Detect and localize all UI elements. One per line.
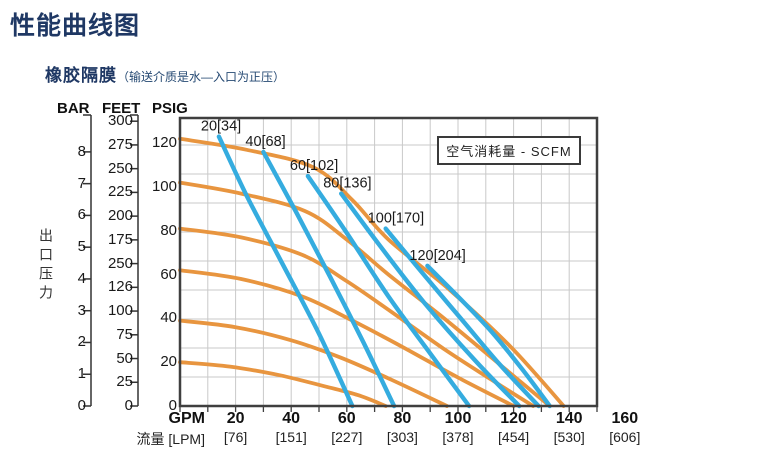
air-curve-label: 20[34] bbox=[201, 119, 241, 135]
psig-tick-label: 60 bbox=[160, 265, 177, 283]
y-axis-label: 出口压力 bbox=[38, 228, 54, 304]
x-axis-unit-gpm: GPM bbox=[168, 410, 205, 427]
lpm-tick-label: [606] bbox=[609, 429, 641, 445]
bar-tick-label: 8 bbox=[77, 142, 86, 160]
axis-header-psig: PSIG bbox=[152, 100, 188, 117]
plot-border bbox=[178, 116, 599, 408]
feet-tick-label: 75 bbox=[116, 325, 133, 343]
x-axis-unit-lpm: 流量 [LPM] bbox=[136, 431, 205, 447]
legend-air-consumption: 空气消耗量 - SCFM bbox=[437, 136, 581, 165]
feet-tick-label: 250 bbox=[107, 159, 133, 177]
feet-tick-label: 300 bbox=[107, 112, 133, 130]
air-curve-label: 60[102] bbox=[290, 158, 338, 174]
bar-tick-label: 0 bbox=[77, 397, 86, 414]
water-performance-curve bbox=[178, 318, 449, 408]
lpm-tick-label: [303] bbox=[386, 429, 418, 445]
lpm-tick-label: [454] bbox=[498, 429, 530, 445]
air-curve-label: 80[136] bbox=[323, 176, 371, 192]
water-performance-curve bbox=[178, 226, 535, 408]
gpm-tick-label: 160 bbox=[611, 410, 639, 427]
subtitle-note: （输送介质是水—入口为正压） bbox=[117, 70, 286, 84]
feet-tick-label: 250 bbox=[107, 254, 133, 272]
air-curve-label: 40[68] bbox=[245, 134, 285, 150]
bar-tick-label: 5 bbox=[77, 238, 86, 256]
gpm-tick-label: 60 bbox=[337, 410, 356, 427]
gpm-tick-label: 140 bbox=[555, 410, 583, 427]
air-consumption-curve bbox=[305, 173, 472, 409]
gpm-tick-label: 100 bbox=[444, 410, 472, 427]
feet-tick-label: 175 bbox=[107, 230, 133, 248]
gpm-tick-label: 120 bbox=[500, 410, 527, 427]
psig-tick-label: 0 bbox=[168, 397, 177, 414]
bar-tick-label: 3 bbox=[77, 301, 86, 319]
water-performance-curve bbox=[178, 360, 388, 408]
water-performance-curve bbox=[178, 136, 566, 408]
air-consumption-curve bbox=[383, 226, 541, 409]
bar-tick-label: 1 bbox=[77, 365, 86, 383]
lpm-tick-label: [76] bbox=[223, 429, 248, 445]
air-curve-label: 100[170] bbox=[368, 211, 424, 227]
gpm-tick-label: 40 bbox=[282, 410, 301, 427]
psig-tick-label: 120 bbox=[151, 134, 177, 152]
feet-tick-label: 25 bbox=[116, 373, 133, 391]
chart-subtitle: 橡胶隔膜（输送介质是水—入口为正压） bbox=[45, 61, 285, 86]
air-consumption-curve bbox=[261, 149, 397, 409]
feet-tick-label: 225 bbox=[107, 183, 133, 201]
air-consumption-curve bbox=[339, 191, 522, 409]
feet-tick-label: 200 bbox=[107, 207, 133, 225]
axis-header-bar: BAR bbox=[57, 100, 90, 117]
gpm-tick-label: 80 bbox=[393, 410, 412, 427]
axis-header-feet: FEET bbox=[102, 100, 141, 117]
bar-tick-label: 4 bbox=[77, 269, 86, 287]
air-curve-label: 120[204] bbox=[409, 248, 465, 264]
lpm-tick-label: [530] bbox=[553, 429, 585, 445]
feet-tick-label: 50 bbox=[116, 349, 133, 367]
lpm-tick-label: [227] bbox=[331, 429, 363, 445]
air-consumption-curve bbox=[216, 134, 355, 409]
air-consumption-curve bbox=[425, 263, 552, 409]
gpm-tick-label: 20 bbox=[226, 410, 245, 427]
subtitle-main: 橡胶隔膜 bbox=[45, 66, 117, 85]
psig-tick-label: 100 bbox=[151, 178, 177, 195]
bar-tick-label: 2 bbox=[77, 333, 86, 351]
page-title: 性能曲线图 bbox=[10, 12, 141, 40]
bar-tick-label: 6 bbox=[77, 206, 86, 224]
feet-tick-label: 0 bbox=[124, 397, 133, 414]
feet-tick-label: 126 bbox=[107, 278, 133, 296]
bar-tick-label: 7 bbox=[77, 174, 86, 192]
lpm-tick-label: [378] bbox=[442, 429, 474, 445]
psig-tick-label: 20 bbox=[160, 353, 177, 371]
feet-tick-label: 100 bbox=[107, 302, 133, 320]
psig-tick-label: 80 bbox=[160, 221, 177, 239]
feet-tick-label: 275 bbox=[107, 135, 133, 153]
psig-tick-label: 40 bbox=[160, 309, 177, 327]
lpm-tick-label: [151] bbox=[275, 429, 307, 445]
